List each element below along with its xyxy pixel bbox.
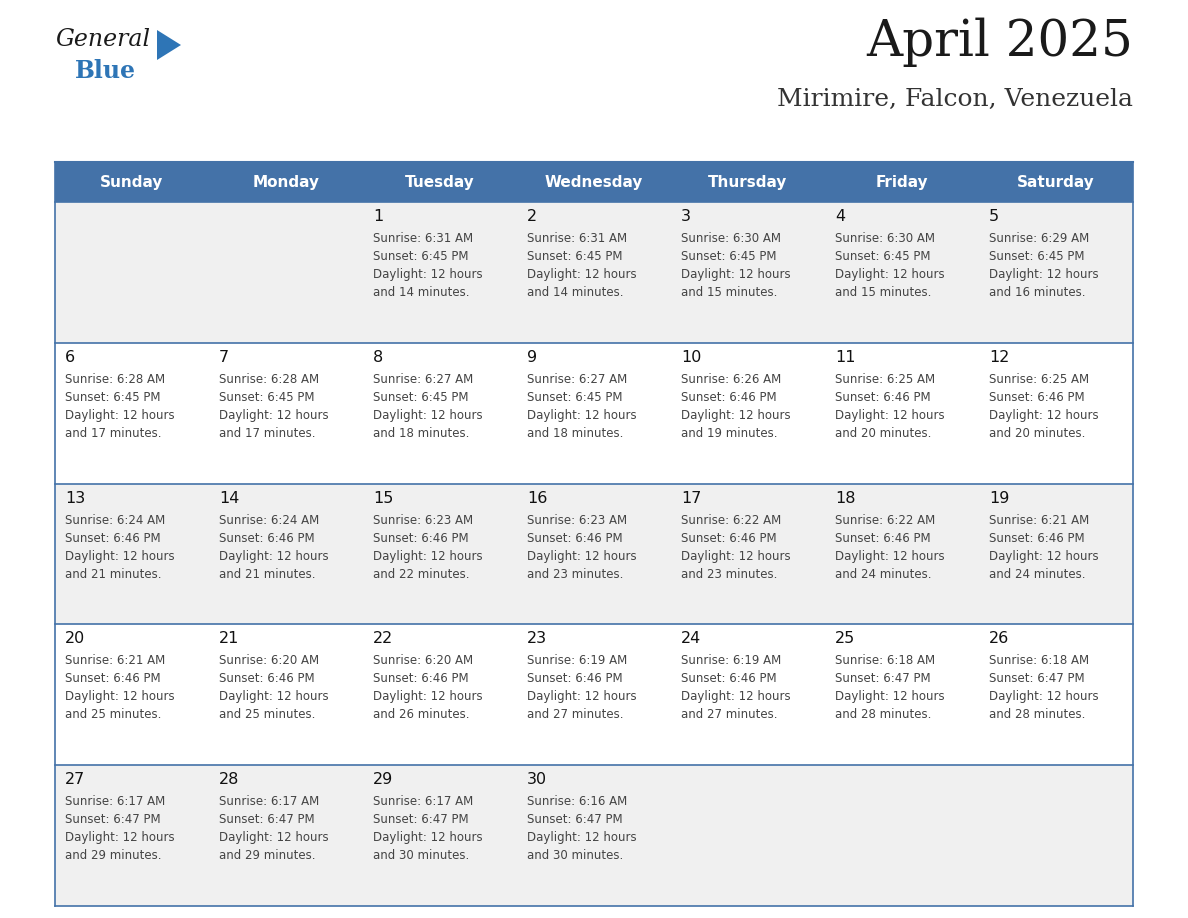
Text: Sunrise: 6:26 AM
Sunset: 6:46 PM
Daylight: 12 hours
and 19 minutes.: Sunrise: 6:26 AM Sunset: 6:46 PM Dayligh… xyxy=(681,373,791,440)
Text: Sunrise: 6:25 AM
Sunset: 6:46 PM
Daylight: 12 hours
and 20 minutes.: Sunrise: 6:25 AM Sunset: 6:46 PM Dayligh… xyxy=(988,373,1099,440)
Text: 7: 7 xyxy=(219,350,229,364)
Text: 29: 29 xyxy=(373,772,393,788)
Text: 5: 5 xyxy=(988,209,999,224)
Text: 10: 10 xyxy=(681,350,701,364)
Bar xyxy=(55,202,1133,342)
Text: 14: 14 xyxy=(219,490,239,506)
Text: Sunrise: 6:23 AM
Sunset: 6:46 PM
Daylight: 12 hours
and 22 minutes.: Sunrise: 6:23 AM Sunset: 6:46 PM Dayligh… xyxy=(373,513,482,580)
Text: Friday: Friday xyxy=(876,174,928,189)
Text: 22: 22 xyxy=(373,632,393,646)
Text: Sunrise: 6:29 AM
Sunset: 6:45 PM
Daylight: 12 hours
and 16 minutes.: Sunrise: 6:29 AM Sunset: 6:45 PM Dayligh… xyxy=(988,232,1099,299)
Bar xyxy=(55,624,1133,766)
Text: Sunrise: 6:18 AM
Sunset: 6:47 PM
Daylight: 12 hours
and 28 minutes.: Sunrise: 6:18 AM Sunset: 6:47 PM Dayligh… xyxy=(988,655,1099,722)
Polygon shape xyxy=(157,30,181,60)
Text: 25: 25 xyxy=(835,632,855,646)
Text: 26: 26 xyxy=(988,632,1010,646)
Text: 6: 6 xyxy=(65,350,75,364)
Text: Sunrise: 6:17 AM
Sunset: 6:47 PM
Daylight: 12 hours
and 29 minutes.: Sunrise: 6:17 AM Sunset: 6:47 PM Dayligh… xyxy=(219,795,329,862)
Text: 21: 21 xyxy=(219,632,239,646)
Text: Sunrise: 6:16 AM
Sunset: 6:47 PM
Daylight: 12 hours
and 30 minutes.: Sunrise: 6:16 AM Sunset: 6:47 PM Dayligh… xyxy=(527,795,637,862)
Text: 20: 20 xyxy=(65,632,86,646)
Text: Monday: Monday xyxy=(253,174,320,189)
Text: Sunrise: 6:28 AM
Sunset: 6:45 PM
Daylight: 12 hours
and 17 minutes.: Sunrise: 6:28 AM Sunset: 6:45 PM Dayligh… xyxy=(219,373,329,440)
Text: 19: 19 xyxy=(988,490,1010,506)
Text: 30: 30 xyxy=(527,772,548,788)
Text: Sunrise: 6:27 AM
Sunset: 6:45 PM
Daylight: 12 hours
and 18 minutes.: Sunrise: 6:27 AM Sunset: 6:45 PM Dayligh… xyxy=(373,373,482,440)
Text: 28: 28 xyxy=(219,772,239,788)
Text: Sunrise: 6:24 AM
Sunset: 6:46 PM
Daylight: 12 hours
and 21 minutes.: Sunrise: 6:24 AM Sunset: 6:46 PM Dayligh… xyxy=(65,513,175,580)
Text: Sunrise: 6:30 AM
Sunset: 6:45 PM
Daylight: 12 hours
and 15 minutes.: Sunrise: 6:30 AM Sunset: 6:45 PM Dayligh… xyxy=(681,232,791,299)
Bar xyxy=(55,342,1133,484)
Text: Sunrise: 6:25 AM
Sunset: 6:46 PM
Daylight: 12 hours
and 20 minutes.: Sunrise: 6:25 AM Sunset: 6:46 PM Dayligh… xyxy=(835,373,944,440)
Text: Sunrise: 6:23 AM
Sunset: 6:46 PM
Daylight: 12 hours
and 23 minutes.: Sunrise: 6:23 AM Sunset: 6:46 PM Dayligh… xyxy=(527,513,637,580)
Text: Sunrise: 6:18 AM
Sunset: 6:47 PM
Daylight: 12 hours
and 28 minutes.: Sunrise: 6:18 AM Sunset: 6:47 PM Dayligh… xyxy=(835,655,944,722)
Text: Mirimire, Falcon, Venezuela: Mirimire, Falcon, Venezuela xyxy=(777,88,1133,111)
Bar xyxy=(55,766,1133,906)
Text: Sunrise: 6:24 AM
Sunset: 6:46 PM
Daylight: 12 hours
and 21 minutes.: Sunrise: 6:24 AM Sunset: 6:46 PM Dayligh… xyxy=(219,513,329,580)
Bar xyxy=(55,484,1133,624)
Text: 8: 8 xyxy=(373,350,384,364)
Text: Sunrise: 6:27 AM
Sunset: 6:45 PM
Daylight: 12 hours
and 18 minutes.: Sunrise: 6:27 AM Sunset: 6:45 PM Dayligh… xyxy=(527,373,637,440)
Text: Sunrise: 6:31 AM
Sunset: 6:45 PM
Daylight: 12 hours
and 14 minutes.: Sunrise: 6:31 AM Sunset: 6:45 PM Dayligh… xyxy=(527,232,637,299)
Text: Sunrise: 6:17 AM
Sunset: 6:47 PM
Daylight: 12 hours
and 30 minutes.: Sunrise: 6:17 AM Sunset: 6:47 PM Dayligh… xyxy=(373,795,482,862)
Text: 4: 4 xyxy=(835,209,845,224)
Text: Thursday: Thursday xyxy=(708,174,788,189)
Text: Sunrise: 6:28 AM
Sunset: 6:45 PM
Daylight: 12 hours
and 17 minutes.: Sunrise: 6:28 AM Sunset: 6:45 PM Dayligh… xyxy=(65,373,175,440)
Text: 16: 16 xyxy=(527,490,548,506)
Text: Wednesday: Wednesday xyxy=(545,174,643,189)
Text: Sunrise: 6:21 AM
Sunset: 6:46 PM
Daylight: 12 hours
and 25 minutes.: Sunrise: 6:21 AM Sunset: 6:46 PM Dayligh… xyxy=(65,655,175,722)
Text: Sunrise: 6:31 AM
Sunset: 6:45 PM
Daylight: 12 hours
and 14 minutes.: Sunrise: 6:31 AM Sunset: 6:45 PM Dayligh… xyxy=(373,232,482,299)
Text: Sunrise: 6:21 AM
Sunset: 6:46 PM
Daylight: 12 hours
and 24 minutes.: Sunrise: 6:21 AM Sunset: 6:46 PM Dayligh… xyxy=(988,513,1099,580)
Text: Sunrise: 6:17 AM
Sunset: 6:47 PM
Daylight: 12 hours
and 29 minutes.: Sunrise: 6:17 AM Sunset: 6:47 PM Dayligh… xyxy=(65,795,175,862)
Text: Tuesday: Tuesday xyxy=(405,174,475,189)
Text: 1: 1 xyxy=(373,209,384,224)
Text: Sunday: Sunday xyxy=(100,174,164,189)
Text: Sunrise: 6:22 AM
Sunset: 6:46 PM
Daylight: 12 hours
and 24 minutes.: Sunrise: 6:22 AM Sunset: 6:46 PM Dayligh… xyxy=(835,513,944,580)
Text: Sunrise: 6:19 AM
Sunset: 6:46 PM
Daylight: 12 hours
and 27 minutes.: Sunrise: 6:19 AM Sunset: 6:46 PM Dayligh… xyxy=(527,655,637,722)
Text: 12: 12 xyxy=(988,350,1010,364)
Text: Blue: Blue xyxy=(75,59,135,83)
Text: 2: 2 xyxy=(527,209,537,224)
Text: 9: 9 xyxy=(527,350,537,364)
Text: 23: 23 xyxy=(527,632,548,646)
Text: 13: 13 xyxy=(65,490,86,506)
Text: Saturday: Saturday xyxy=(1017,174,1095,189)
Text: 27: 27 xyxy=(65,772,86,788)
Text: 11: 11 xyxy=(835,350,855,364)
Text: 18: 18 xyxy=(835,490,855,506)
Text: General: General xyxy=(55,28,150,51)
Text: 15: 15 xyxy=(373,490,393,506)
Text: April 2025: April 2025 xyxy=(866,18,1133,67)
Text: Sunrise: 6:22 AM
Sunset: 6:46 PM
Daylight: 12 hours
and 23 minutes.: Sunrise: 6:22 AM Sunset: 6:46 PM Dayligh… xyxy=(681,513,791,580)
Text: Sunrise: 6:20 AM
Sunset: 6:46 PM
Daylight: 12 hours
and 26 minutes.: Sunrise: 6:20 AM Sunset: 6:46 PM Dayligh… xyxy=(373,655,482,722)
Text: 17: 17 xyxy=(681,490,701,506)
Text: 24: 24 xyxy=(681,632,701,646)
Text: Sunrise: 6:19 AM
Sunset: 6:46 PM
Daylight: 12 hours
and 27 minutes.: Sunrise: 6:19 AM Sunset: 6:46 PM Dayligh… xyxy=(681,655,791,722)
Text: Sunrise: 6:20 AM
Sunset: 6:46 PM
Daylight: 12 hours
and 25 minutes.: Sunrise: 6:20 AM Sunset: 6:46 PM Dayligh… xyxy=(219,655,329,722)
Bar xyxy=(55,162,1133,202)
Text: Sunrise: 6:30 AM
Sunset: 6:45 PM
Daylight: 12 hours
and 15 minutes.: Sunrise: 6:30 AM Sunset: 6:45 PM Dayligh… xyxy=(835,232,944,299)
Text: 3: 3 xyxy=(681,209,691,224)
